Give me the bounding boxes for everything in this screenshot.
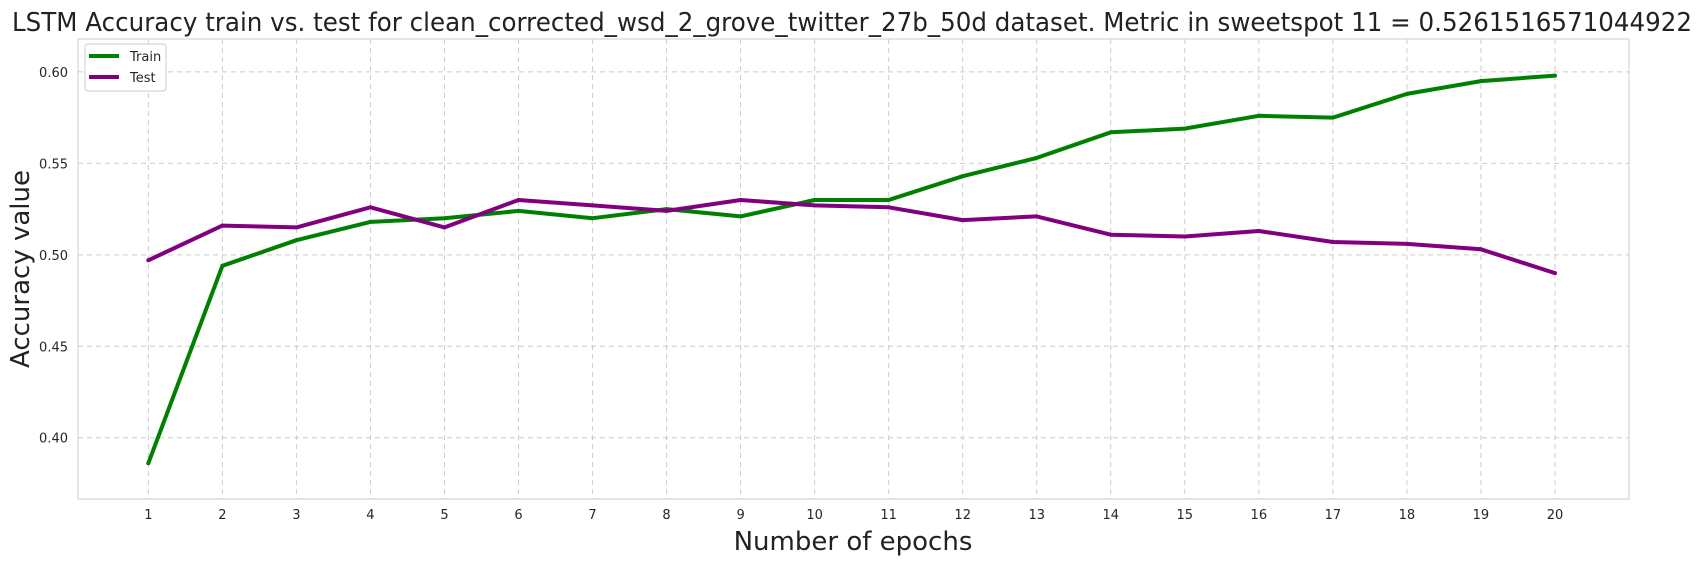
x-tick-label: 10 bbox=[806, 508, 823, 523]
data-point-train bbox=[1182, 126, 1187, 131]
chart-title: LSTM Accuracy train vs. test for clean_c… bbox=[12, 8, 1692, 38]
data-point-train bbox=[1553, 73, 1557, 78]
data-point-test bbox=[220, 223, 225, 228]
x-tick-label: 3 bbox=[292, 508, 300, 523]
data-point-test bbox=[664, 208, 669, 213]
x-tick-label: 8 bbox=[662, 508, 670, 523]
series-line-test bbox=[147, 198, 1556, 276]
y-tick-label: 0.45 bbox=[39, 340, 68, 355]
data-point-test bbox=[886, 205, 891, 210]
data-point-test bbox=[590, 203, 595, 208]
x-tick-label: 13 bbox=[1028, 508, 1045, 523]
x-tick-label: 17 bbox=[1325, 508, 1342, 523]
data-point-train bbox=[516, 208, 521, 213]
x-tick-label: 7 bbox=[588, 508, 596, 523]
x-tick-label: 12 bbox=[954, 508, 971, 523]
legend-label-train: Train bbox=[129, 50, 161, 65]
data-point-train bbox=[590, 216, 595, 221]
x-tick-label: 4 bbox=[366, 508, 374, 523]
x-tick-label: 20 bbox=[1547, 508, 1564, 523]
y-tick-label: 0.40 bbox=[39, 432, 68, 447]
data-point-test bbox=[1404, 241, 1409, 246]
data-point-train bbox=[1034, 155, 1039, 160]
data-point-test bbox=[1182, 234, 1187, 239]
data-point-train bbox=[1404, 91, 1409, 96]
data-point-test bbox=[1256, 229, 1261, 233]
data-point-test bbox=[1553, 271, 1557, 276]
legend-label-test: Test bbox=[129, 71, 156, 86]
x-tick-label: 16 bbox=[1251, 508, 1268, 523]
data-point-test bbox=[738, 198, 743, 202]
data-point-test bbox=[960, 218, 965, 223]
x-tick-label: 2 bbox=[218, 508, 226, 523]
data-point-train bbox=[738, 214, 743, 219]
data-point-test bbox=[368, 205, 373, 210]
y-axis-label: Accuracy value bbox=[6, 170, 36, 368]
x-tick-label: 15 bbox=[1177, 508, 1194, 523]
data-point-train bbox=[294, 238, 299, 243]
data-point-train bbox=[442, 216, 447, 221]
data-point-test bbox=[1478, 247, 1483, 252]
x-axis-label: Number of epochs bbox=[734, 527, 973, 557]
series-lines bbox=[146, 73, 1557, 466]
data-point-test bbox=[294, 225, 299, 230]
plot-area bbox=[77, 38, 1630, 500]
data-point-test bbox=[442, 225, 447, 230]
data-point-test bbox=[1108, 232, 1113, 237]
y-axis-ticks: 0.40 0.45 0.50 0.55 0.60 bbox=[39, 66, 68, 447]
data-point-train bbox=[1256, 113, 1261, 118]
data-point-train bbox=[220, 263, 225, 268]
y-tick-label: 0.55 bbox=[39, 157, 68, 172]
series-line-train bbox=[146, 73, 1556, 465]
data-point-test bbox=[1330, 240, 1335, 244]
x-tick-label: 18 bbox=[1399, 508, 1416, 523]
x-tick-label: 5 bbox=[440, 508, 448, 523]
data-point-train bbox=[1108, 130, 1113, 135]
x-tick-label: 14 bbox=[1102, 508, 1119, 523]
data-point-test bbox=[146, 258, 151, 263]
x-tick-label: 1 bbox=[144, 508, 152, 523]
x-axis-ticks: 1 2 3 4 5 6 7 8 9 10 11 12 13 14 15 16 17 18 19 20 bbox=[144, 508, 1563, 523]
data-point-train bbox=[960, 174, 965, 179]
x-tick-label: 19 bbox=[1473, 508, 1490, 523]
x-tick-label: 6 bbox=[514, 508, 522, 523]
data-point-test bbox=[1034, 214, 1039, 219]
data-point-test bbox=[516, 198, 521, 202]
data-point-train bbox=[886, 198, 891, 202]
x-tick-label: 11 bbox=[880, 508, 897, 523]
legend: Train Test bbox=[84, 43, 167, 92]
x-tick-label: 9 bbox=[736, 508, 744, 523]
data-point-train bbox=[146, 461, 151, 466]
data-point-train bbox=[1478, 79, 1483, 84]
data-point-train bbox=[1330, 115, 1335, 120]
y-tick-label: 0.60 bbox=[39, 66, 68, 81]
data-point-train bbox=[812, 198, 817, 202]
data-point-test bbox=[812, 203, 817, 208]
data-point-train bbox=[368, 219, 373, 224]
y-tick-label: 0.50 bbox=[39, 249, 68, 264]
